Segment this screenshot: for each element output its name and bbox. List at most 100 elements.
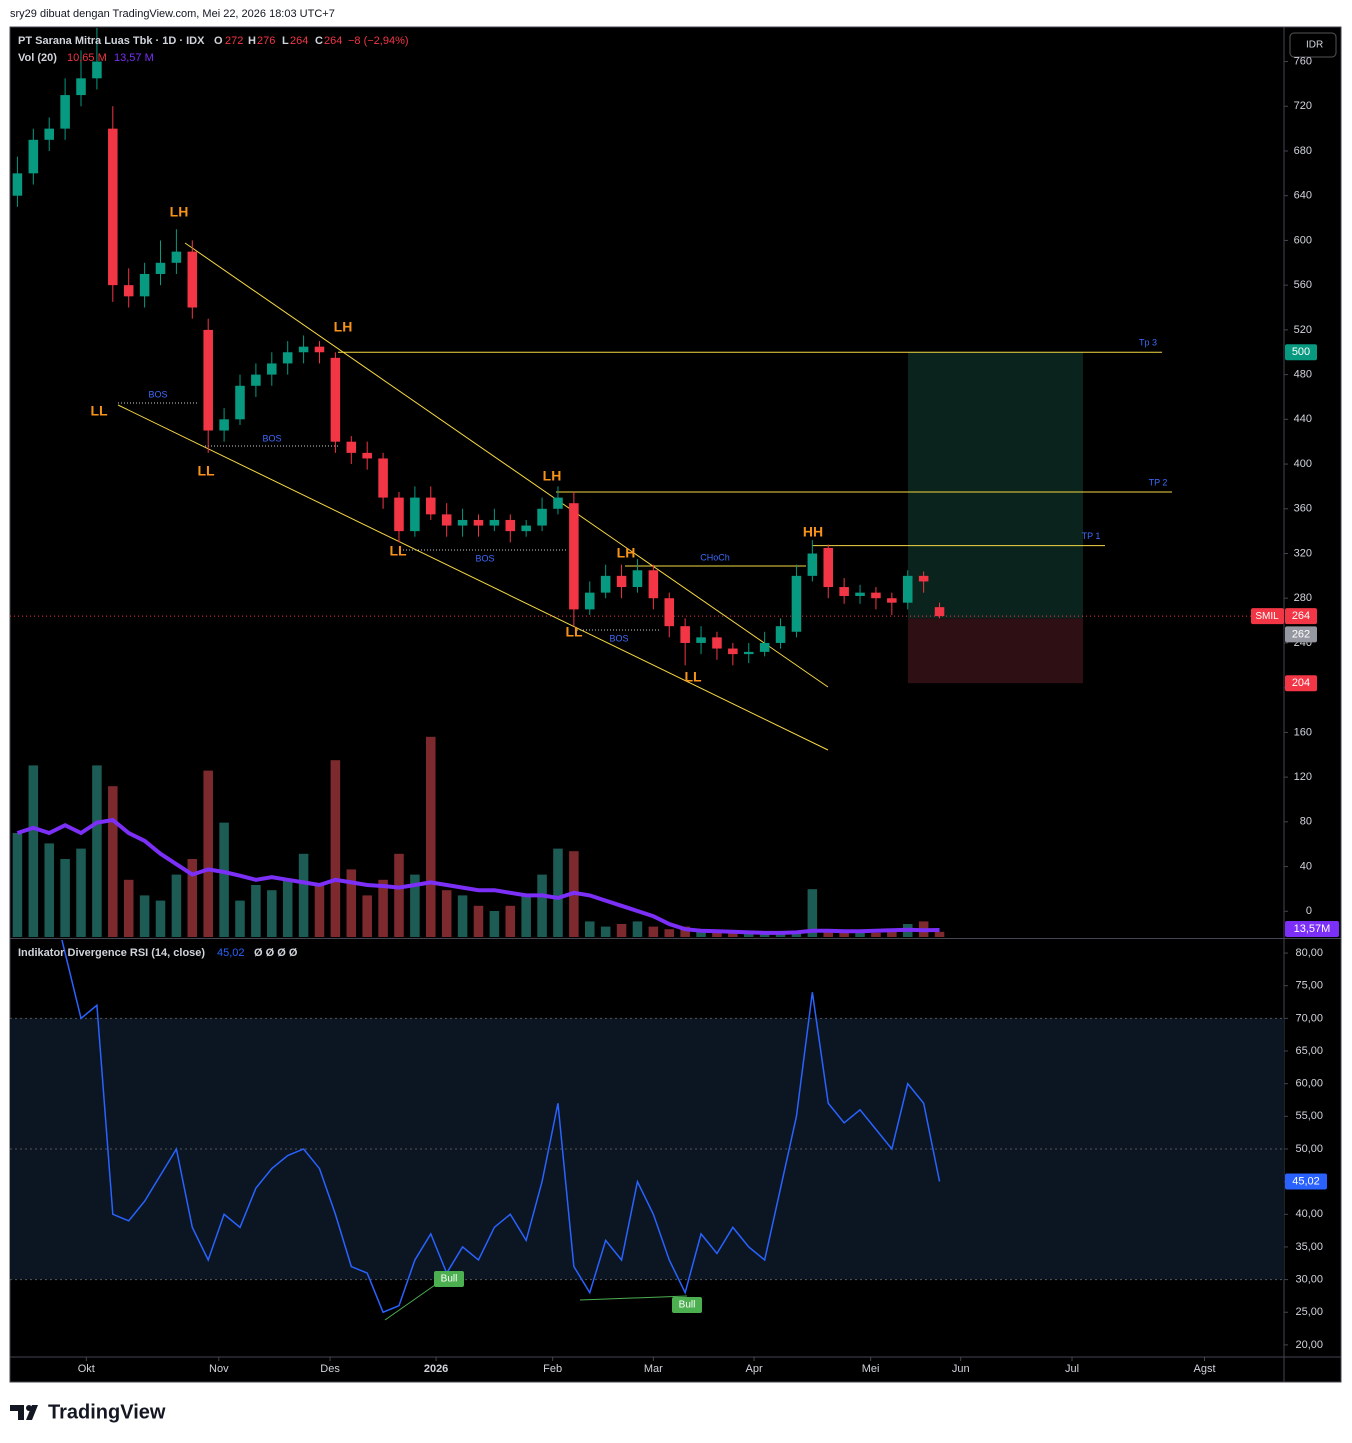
rsi-tick-label: 70,00 (1295, 1012, 1323, 1024)
volume-bar (457, 895, 468, 937)
bos-label: BOS (148, 389, 167, 399)
last-price-badge-bg (1285, 608, 1317, 625)
legend: PT Sarana Mitra Luas Tbk · 1D · IDX O 27… (18, 35, 409, 959)
symbol: PT Sarana Mitra Luas Tbk · 1D · IDX (18, 35, 205, 47)
currency[interactable]: IDR (1306, 40, 1323, 51)
volume-bar (187, 859, 198, 937)
candle-body (330, 357, 341, 442)
candle-body (171, 251, 182, 263)
x-tick-label: Feb (543, 1363, 562, 1375)
candle-body (696, 637, 706, 643)
rsi-pane: Bull Bull (10, 940, 1284, 1321)
candle-body (44, 128, 54, 140)
pivot-label: LH (334, 319, 353, 335)
candle-body (934, 607, 945, 617)
rsi-tick-label: 80,00 (1295, 947, 1323, 959)
volume-ma (16, 817, 940, 935)
candle-body (680, 626, 690, 643)
candle-body (282, 352, 293, 364)
volume-bar (298, 853, 309, 937)
rsi-tick-label: 75,00 (1295, 980, 1323, 992)
ohlc-val: 264 (324, 35, 342, 47)
volume-bar (664, 929, 675, 937)
pivot-label: LH (543, 468, 562, 484)
candle-body (823, 547, 834, 588)
ticker-label: SMIL (1255, 611, 1279, 622)
choch-label: CHoCh (700, 552, 730, 562)
volume-bar (473, 905, 484, 937)
candle-body (346, 441, 357, 453)
bos-label: BOS (262, 433, 281, 443)
y-tick-label: 600 (1294, 234, 1312, 246)
x-tick-label: Jun (952, 1363, 970, 1375)
candle-body (918, 575, 929, 582)
x-tick-label: Mar (644, 1363, 663, 1375)
x-tick-label: Mei (862, 1363, 880, 1375)
bos-label: BOS (609, 633, 628, 643)
candle-body (584, 592, 595, 610)
candle-body (489, 519, 500, 526)
candle-body (775, 626, 786, 643)
stop-badge-bg (1285, 675, 1317, 692)
candle-body (457, 519, 468, 526)
divergence-line (579, 1295, 688, 1301)
volume-bar (441, 890, 452, 937)
pivot-label: HH (803, 524, 823, 540)
candle-body (251, 374, 261, 386)
volume-bar (60, 859, 70, 937)
y-tick-label: 360 (1294, 503, 1312, 515)
candle-body (569, 503, 579, 610)
entry-badge-bg (1285, 626, 1317, 643)
rsi-tick-label: 65,00 (1295, 1045, 1323, 1057)
y-tick-label: 760 (1294, 55, 1312, 67)
logo: TradingView (10, 1401, 166, 1423)
volume-bar (648, 926, 659, 937)
volume-bar (823, 929, 834, 937)
candle-body (728, 648, 738, 655)
rsi-title: Indikator Divergence RSI (14, close) (18, 947, 205, 959)
candle-body (426, 497, 436, 515)
pivot-label: LH (617, 545, 636, 561)
candle-body (791, 575, 802, 632)
entry-badge: 262 (1292, 628, 1310, 640)
rsi-badge-bg (1285, 1173, 1327, 1190)
y-tick-label: 520 (1294, 324, 1312, 336)
volume-bar (219, 822, 229, 937)
volume-bar (887, 931, 897, 937)
candle-body (298, 346, 309, 353)
volume-bar (28, 765, 39, 937)
ticker-bg (1251, 608, 1284, 625)
volume-bar (855, 932, 865, 937)
volume-bar (123, 879, 134, 937)
y-tick-label: 640 (1294, 190, 1312, 202)
volume-bar (410, 874, 420, 937)
candle-body (807, 553, 818, 576)
y-tick-label: 40 (1300, 860, 1312, 872)
volume-bar (775, 932, 786, 937)
ohlc-key: O (214, 35, 223, 47)
volume-bar (139, 895, 150, 937)
volume-bar (759, 932, 770, 937)
rsi-line (61, 940, 941, 1314)
vol-ma-badge-bg (1285, 921, 1339, 937)
tp-label: Tp 3 (1139, 338, 1157, 348)
stop-badge: 204 (1292, 677, 1310, 689)
volume-bar (616, 924, 627, 937)
candle-body (759, 642, 770, 652)
y-tick-label: 560 (1294, 279, 1312, 291)
y-tick-label: 80 (1300, 816, 1312, 828)
y-tick-label: 680 (1294, 145, 1312, 157)
candle-body (648, 570, 659, 599)
candle-body (537, 508, 547, 526)
currency-button[interactable] (1289, 32, 1337, 58)
candle-body (664, 598, 675, 627)
ohlc-key: H (248, 35, 256, 47)
divergence-line (384, 1284, 436, 1321)
volume-bar (871, 932, 881, 937)
bull-label: Bull (441, 1274, 458, 1285)
volume-bar (537, 874, 547, 937)
vol-title: Vol (20) (18, 52, 57, 64)
candle-body (314, 346, 325, 353)
volume-bar (108, 786, 118, 937)
y-tick-label: 720 (1294, 100, 1312, 112)
